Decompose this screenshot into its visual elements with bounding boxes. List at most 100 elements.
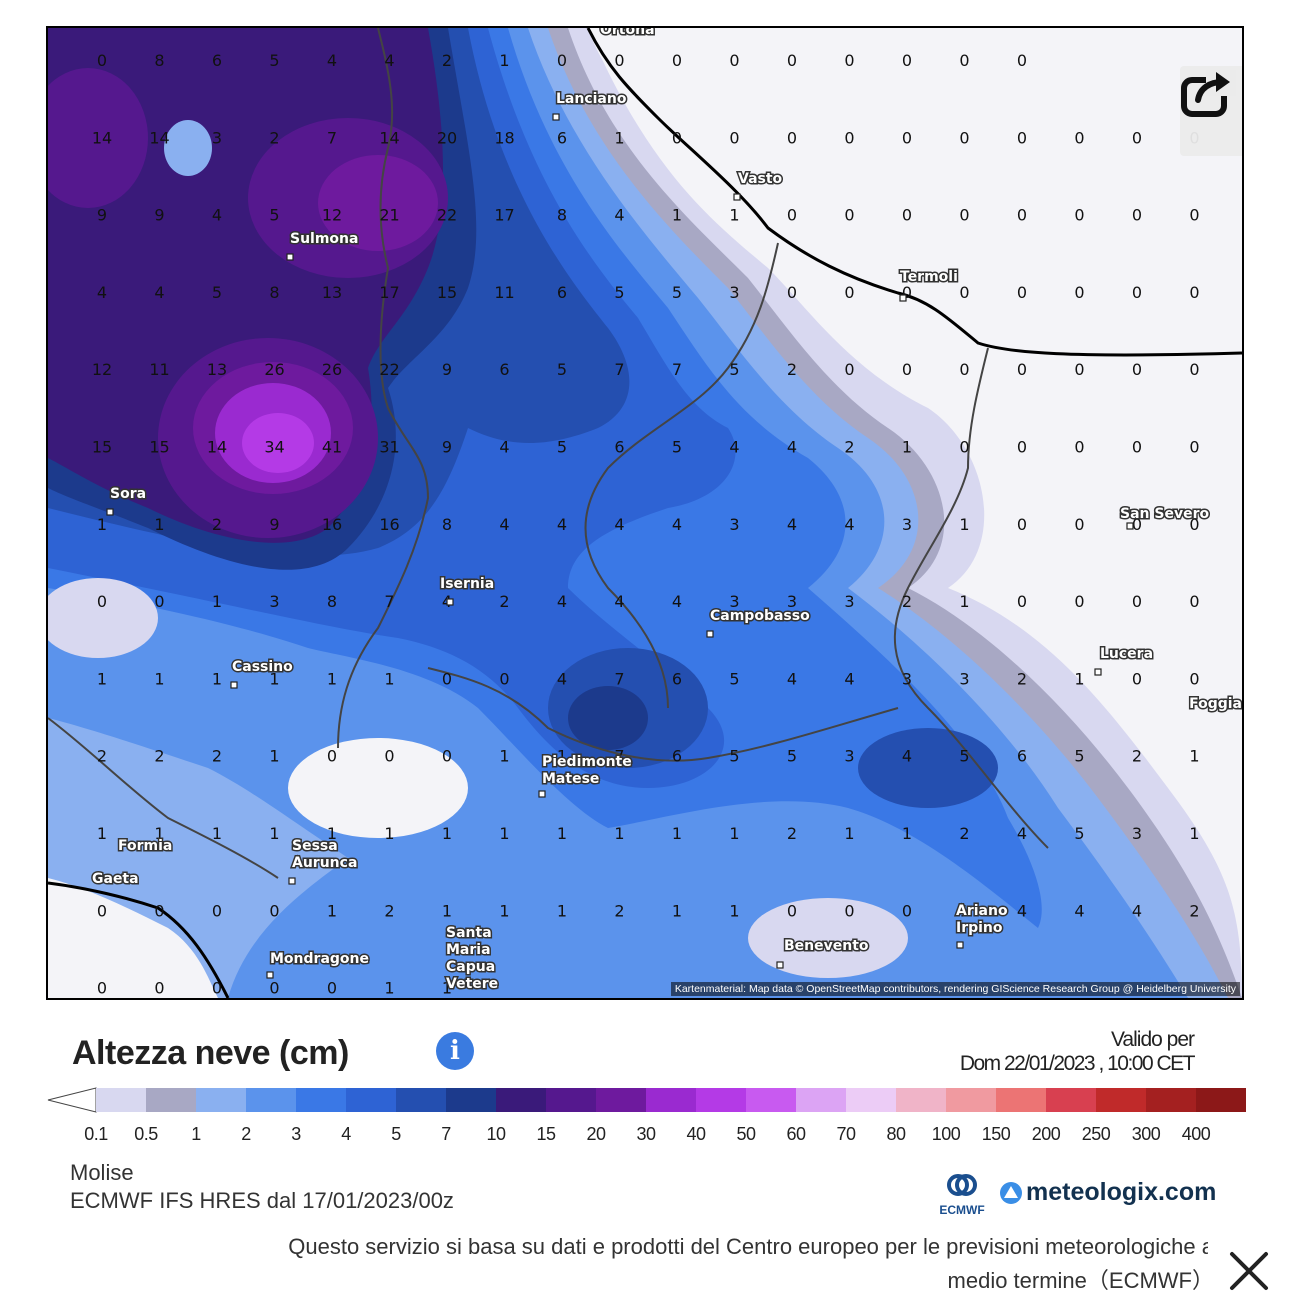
legend-swatch bbox=[846, 1088, 896, 1112]
share-button[interactable] bbox=[1180, 66, 1242, 156]
grid-value: 3 bbox=[729, 592, 739, 611]
legend-label: 150 bbox=[981, 1124, 1011, 1144]
grid-value: 0 bbox=[844, 360, 854, 379]
grid-value: 6 bbox=[1017, 747, 1027, 766]
grid-value: 1 bbox=[1189, 747, 1199, 766]
grid-value: 5 bbox=[1074, 747, 1084, 766]
grid-value: 5 bbox=[1074, 824, 1084, 843]
town-marker bbox=[230, 681, 238, 689]
grid-value: 22 bbox=[379, 360, 399, 379]
grid-value: 0 bbox=[787, 128, 797, 147]
grid-value: 17 bbox=[379, 283, 399, 302]
grid-value: 6 bbox=[672, 669, 682, 688]
tyrrhenian-sea bbox=[48, 878, 218, 998]
grid-value: 1 bbox=[1189, 824, 1199, 843]
legend-swatch bbox=[896, 1088, 946, 1112]
grid-value: 0 bbox=[1189, 283, 1199, 302]
grid-value: 12 bbox=[322, 206, 342, 225]
town-marker bbox=[1126, 522, 1134, 530]
grid-value: 13 bbox=[322, 283, 342, 302]
grid-value: 2 bbox=[269, 128, 279, 147]
grid-value: 4 bbox=[1074, 901, 1084, 920]
town-label: Maria bbox=[446, 942, 491, 958]
grid-value: 2 bbox=[1132, 747, 1142, 766]
grid-value: 1 bbox=[557, 901, 567, 920]
legend-swatch bbox=[396, 1088, 446, 1112]
grid-value: 3 bbox=[212, 128, 222, 147]
grid-value: 0 bbox=[902, 360, 912, 379]
grid-value: 0 bbox=[959, 128, 969, 147]
region-border-east bbox=[893, 347, 1049, 849]
town-label: Termoli bbox=[900, 269, 958, 285]
town-marker bbox=[776, 961, 784, 969]
grid-value: 0 bbox=[844, 128, 854, 147]
grid-value: 5 bbox=[729, 747, 739, 766]
grid-value: 11 bbox=[494, 283, 514, 302]
grid-value: 0 bbox=[97, 592, 107, 611]
grid-value: 4 bbox=[844, 515, 854, 534]
grid-value: 6 bbox=[557, 128, 567, 147]
grid-value: 26 bbox=[322, 360, 342, 379]
town-label: Formia bbox=[118, 838, 172, 854]
meteologix-logo[interactable]: meteologix.com bbox=[998, 1178, 1216, 1207]
town-label: Piedimonte bbox=[542, 754, 632, 770]
region-name: Molise bbox=[70, 1160, 134, 1185]
grid-value: 1 bbox=[729, 206, 739, 225]
grid-value: 9 bbox=[442, 438, 452, 457]
info-icon[interactable]: i bbox=[436, 1032, 474, 1070]
grid-value: 0 bbox=[787, 206, 797, 225]
grid-value: 0 bbox=[1017, 51, 1027, 70]
grid-value: 12 bbox=[92, 360, 112, 379]
legend-swatch bbox=[246, 1088, 296, 1112]
grid-value: 0 bbox=[1017, 283, 1027, 302]
grid-value: 4 bbox=[787, 438, 797, 457]
town-label: Campobasso bbox=[710, 608, 810, 624]
grid-value: 9 bbox=[269, 515, 279, 534]
grid-value: 6 bbox=[499, 360, 509, 379]
grid-value: 0 bbox=[844, 51, 854, 70]
grid-value: 16 bbox=[322, 515, 342, 534]
grid-value: 1 bbox=[327, 669, 337, 688]
legend-label: 100 bbox=[931, 1124, 961, 1144]
grid-value: 3 bbox=[729, 283, 739, 302]
grid-value: 3 bbox=[729, 515, 739, 534]
grid-value: 2 bbox=[212, 747, 222, 766]
town-label: Ariano bbox=[956, 903, 1008, 919]
grid-value: 31 bbox=[379, 438, 399, 457]
grid-value: 4 bbox=[844, 669, 854, 688]
grid-value: 0 bbox=[1017, 206, 1027, 225]
legend-swatch bbox=[1046, 1088, 1096, 1112]
close-icon bbox=[1228, 1250, 1270, 1297]
snow-depth-map[interactable]: 0 8 6 5 4 4 2 1 0 0 0 0 0 0 0 0 0 14 14 3 2 7 14 20 18 6 1 0 0 0 0 0 0 0 0… bbox=[46, 26, 1244, 1000]
grid-value: 14 bbox=[379, 128, 399, 147]
grid-value: 5 bbox=[672, 283, 682, 302]
grid-value: 2 bbox=[442, 51, 452, 70]
legend-swatch bbox=[296, 1088, 346, 1112]
legend-label: 80 bbox=[886, 1124, 906, 1144]
grid-value: 15 bbox=[149, 438, 169, 457]
grid-value: 4 bbox=[557, 669, 567, 688]
legend-labels: 0.1 0.5 1 2 3 4 5 7 10 15 20 30 40 50 60 70 80 100 150 200 2… bbox=[46, 1124, 1246, 1148]
grid-value: 1 bbox=[97, 824, 107, 843]
grid-value: 1 bbox=[672, 824, 682, 843]
town-marker bbox=[552, 113, 560, 121]
grid-value: 0 bbox=[959, 206, 969, 225]
town-label: Capua bbox=[446, 959, 495, 975]
grid-value: 0 bbox=[442, 747, 452, 766]
ecmwf-logo[interactable]: ECMWF bbox=[934, 1174, 990, 1220]
grid-value: 0 bbox=[902, 901, 912, 920]
grid-value: 4 bbox=[1132, 901, 1142, 920]
grid-value: 2 bbox=[614, 901, 624, 920]
close-button[interactable] bbox=[1208, 1236, 1290, 1310]
grid-value: 9 bbox=[154, 206, 164, 225]
town-marker bbox=[266, 971, 274, 979]
grid-value: 0 bbox=[1189, 206, 1199, 225]
town-label: Cassino bbox=[232, 659, 293, 675]
grid-value: 1 bbox=[844, 824, 854, 843]
model-info: ECMWF IFS HRES dal 17/01/2023/00z bbox=[70, 1188, 454, 1213]
legend-swatch bbox=[996, 1088, 1046, 1112]
grid-value: 1 bbox=[902, 438, 912, 457]
grid-value: 3 bbox=[959, 669, 969, 688]
grid-value: 0 bbox=[1132, 438, 1142, 457]
legend-label: 70 bbox=[836, 1124, 856, 1144]
